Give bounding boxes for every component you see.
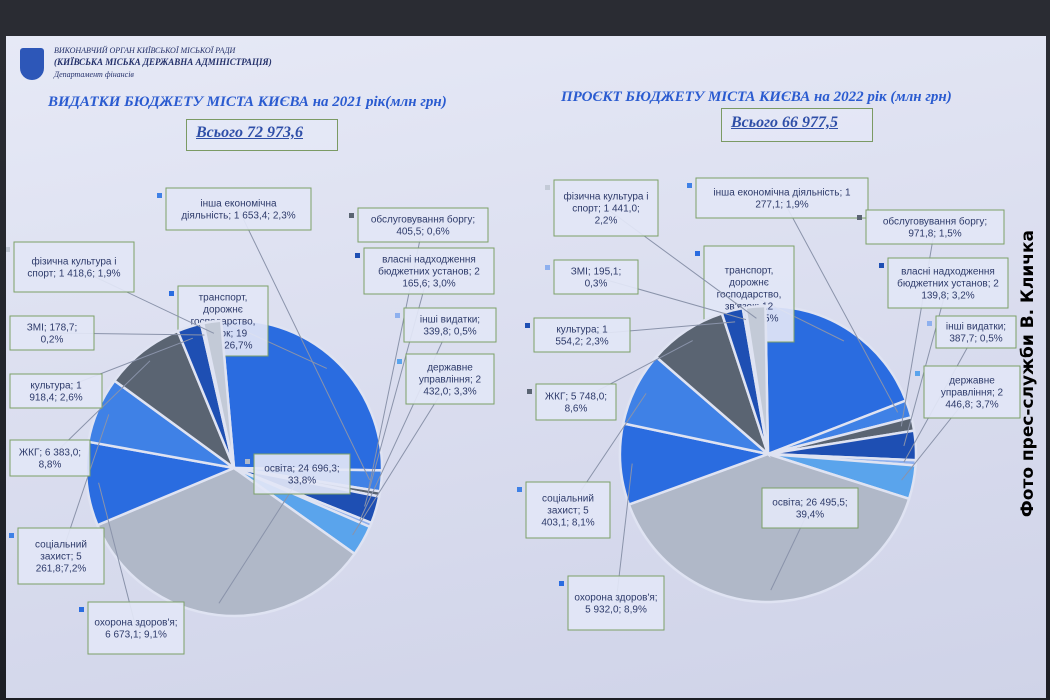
pie-0-label-box-3	[363, 247, 495, 295]
pie-0-label-box-5	[405, 353, 495, 405]
pie-0-leader-5	[352, 378, 451, 536]
total-2021: Всього 72 973,6	[196, 124, 303, 141]
pie-1-label-5: державне управління; 2 446,8; 3,7%	[941, 376, 1004, 411]
total-box-2021	[186, 119, 338, 151]
pie-0-label-box-12	[13, 241, 135, 293]
photo-credit: Фото прес-служби В. Кличка	[1018, 230, 1038, 518]
pie-1-label-box-2	[865, 209, 1005, 245]
pie-1-label-1: інша економічна діяльність; 1 277,1; 1,9%	[713, 188, 851, 211]
pie-0-leader-1	[238, 208, 371, 481]
pie-1-label-box-8	[525, 481, 611, 539]
pie-0-label-5: державне управління; 2 432,0; 3,3%	[419, 363, 482, 398]
pie-1-leader-3	[903, 282, 949, 447]
pie-1-legend-swatch-0	[695, 251, 700, 256]
pie-0-label-box-8	[17, 527, 105, 585]
pie-1-legend-swatch-3	[879, 263, 884, 268]
pie-0-label-9: ЖКГ; 6 383,0; 8,8%	[19, 448, 81, 471]
chart-title-2021: ВИДАТКИ БЮДЖЕТУ МІСТА КИЄВА на 2021 рік(…	[48, 94, 447, 110]
projection-screen: ВИКОНАВЧИЙ ОРГАН КИЇВСЬКОЇ МІСЬКОЇ РАДИ …	[6, 36, 1046, 698]
pie-1-legend-swatch-9	[527, 389, 532, 394]
pie-0-label-box-7	[87, 601, 185, 655]
pie-1-legend-swatch-8	[517, 487, 522, 492]
pie-0-legend-swatch-3	[355, 253, 360, 258]
pie-1-label-box-12	[553, 179, 659, 237]
pie-1-label-box-7	[567, 575, 665, 631]
pie-1-label-7: охорона здоров'я; 5 932,0; 8,9%	[574, 593, 657, 616]
pie-1-label-10: культура; 1 554,2; 2,3%	[555, 325, 608, 348]
pie-0-label-box-11	[9, 315, 95, 351]
chart-title-2022: ПРОЄКТ БЮДЖЕТУ МІСТА КИЄВА на 2022 рік (…	[561, 89, 952, 105]
pie-1-label-9: ЖКГ; 5 748,0; 8,6%	[545, 392, 607, 415]
pie-1-label-box-1	[695, 177, 869, 219]
pie-0-label-3: власні надходження бюджетних установ; 2 16…	[378, 255, 480, 290]
pie-1-label-12: фізична культура і спорт; 1 441,0; 2,2%	[564, 191, 649, 227]
pie-0-label-box-6	[253, 453, 351, 495]
pie-0-label-box-2	[357, 207, 489, 243]
pie-1-legend-swatch-12	[545, 185, 550, 190]
pie-0-legend-swatch-5	[397, 359, 402, 364]
pie-0-slice-9	[112, 329, 237, 472]
pie-0-label-2: обслуговування боргу; 405,5; 0,6%	[371, 214, 475, 238]
pie-1-legend-swatch-7	[559, 581, 564, 586]
pie-1-legend-swatch-6	[753, 493, 758, 498]
pie-1-label-box-10	[533, 317, 631, 353]
pie-0-label-box-1	[165, 187, 312, 231]
pie-0-legend-swatch-8	[9, 533, 14, 538]
pie-1-label-box-6	[761, 487, 859, 529]
pie-0-label-8: соціальний захист; 5 261,8;7,2%	[35, 540, 87, 575]
pie-1-label-11: ЗМІ; 195,1; 0,3%	[571, 267, 622, 290]
total-2022: Всього 66 977,5	[731, 114, 838, 131]
pie-1-label-box-11	[553, 259, 639, 295]
pie-1-legend-swatch-1	[687, 183, 692, 188]
pie-0-label-12: фізична культура і спорт; 1 418,6; 1,9%	[27, 256, 120, 280]
pie-1-legend-swatch-11	[545, 265, 550, 270]
pie-0-label-7: охорона здоров'я; 6 673,1; 9,1%	[94, 618, 177, 641]
pie-0-legend-swatch-1	[157, 193, 162, 198]
pie-0-label-11: ЗМІ; 178,7; 0,2%	[27, 323, 78, 346]
pie-0-legend-swatch-7	[79, 607, 84, 612]
pie-0-label-6: освіта; 24 696,3; 33,8%	[264, 464, 339, 487]
pie-1-legend-swatch-10	[525, 323, 530, 328]
pie-0-label-box-9	[9, 439, 91, 477]
pie-0-label-10: культура; 1 918,4; 2,6%	[29, 381, 82, 404]
pie-1-legend-swatch-5	[915, 371, 920, 376]
pie-0-legend-swatch-0	[169, 291, 174, 296]
org-line-2: (КИЇВСЬКА МІСЬКА ДЕРЖАВНА АДМІНІСТРАЦІЯ)	[54, 57, 272, 67]
pie-0-label-box-4	[403, 307, 497, 343]
pie-1-leader-1	[781, 197, 899, 413]
pie-0-slice-6	[95, 466, 357, 618]
pie-0-slice-12	[201, 319, 236, 469]
pie-0-legend-swatch-12	[6, 247, 10, 252]
pie-1-slice-12	[744, 304, 770, 455]
pie-0-label-1: інша економічна діяльність; 1 653,4; 2,3%	[181, 199, 295, 222]
pie-1-label-box-5	[923, 365, 1021, 419]
pie-1-label-3: власні надходження бюджетних установ; 2 13…	[897, 267, 999, 302]
pie-1-legend-swatch-2	[857, 215, 862, 220]
pie-1-label-box-9	[535, 383, 617, 421]
org-line-3: Департамент фінансів	[54, 70, 134, 79]
pie-0-label-box-10	[9, 373, 103, 409]
pie-0-leader-6	[218, 473, 303, 604]
pie-1-legend-swatch-4	[927, 321, 932, 326]
pie-1-label-8: соціальний захист; 5 403,1; 8,1%	[541, 494, 594, 529]
pie-1-label-2: обслуговування боргу; 971,8; 1,5%	[883, 216, 987, 240]
pie-0-legend-swatch-2	[349, 213, 354, 218]
pie-0-legend-swatch-6	[245, 459, 250, 464]
total-box-2022	[721, 108, 873, 142]
kyiv-crest-icon	[20, 48, 44, 80]
pie-1-slice-7	[618, 421, 773, 507]
pie-0-label-4: інші видатки; 339,8; 0,5%	[420, 315, 480, 338]
pie-1-label-4: інші видатки; 387,7; 0,5%	[946, 322, 1006, 345]
org-line-1: ВИКОНАВЧИЙ ОРГАН КИЇВСЬКОЇ МІСЬКОЇ РАДИ	[54, 46, 236, 55]
pie-1-label-box-3	[887, 257, 1009, 309]
pie-1-label-box-4	[935, 315, 1017, 349]
pie-0-legend-swatch-4	[395, 313, 400, 318]
pie-1-label-6: освіта; 26 495,5; 39,4%	[772, 498, 847, 521]
